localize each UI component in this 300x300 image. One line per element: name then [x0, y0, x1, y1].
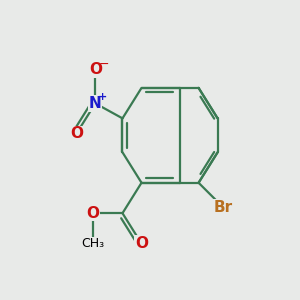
Text: +: +: [98, 92, 108, 102]
Text: O: O: [89, 62, 102, 77]
Text: CH₃: CH₃: [81, 237, 104, 250]
Text: O: O: [70, 126, 83, 141]
Text: −: −: [98, 58, 109, 71]
Text: O: O: [135, 236, 148, 251]
Text: Br: Br: [214, 200, 232, 215]
Text: O: O: [86, 206, 99, 221]
Text: N: N: [89, 96, 102, 111]
